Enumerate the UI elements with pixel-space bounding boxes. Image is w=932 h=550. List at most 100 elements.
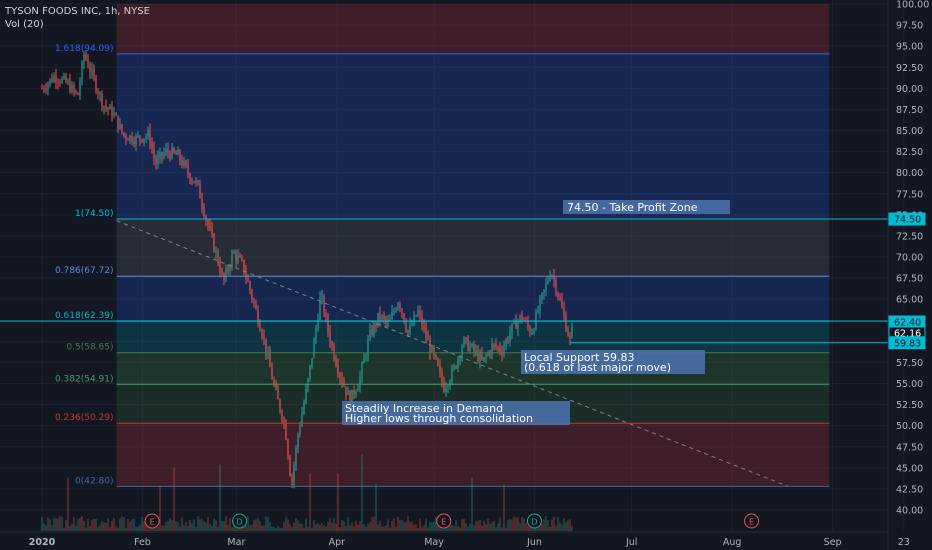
candle-body: [111, 106, 113, 117]
volume-bar: [215, 520, 217, 531]
volume-bar: [251, 524, 253, 531]
volume-bar: [417, 527, 419, 531]
volume-bar: [165, 521, 167, 531]
candle-body: [377, 312, 379, 326]
volume-bar: [259, 521, 261, 531]
candle-body: [329, 331, 331, 344]
volume-bar: [345, 526, 347, 531]
candle-body: [323, 295, 325, 315]
volume-bar: [325, 526, 327, 531]
volume-bar: [123, 517, 125, 531]
volume-bar: [541, 523, 543, 531]
volume-bar: [403, 522, 405, 531]
fib-label-0.382: 0.382(54.91): [55, 374, 114, 384]
candle-body: [517, 320, 519, 329]
candle-body: [475, 350, 477, 352]
candle-body: [109, 106, 111, 110]
event-letter: D: [531, 518, 537, 527]
volume-bar: [411, 522, 413, 531]
volume-bar: [111, 520, 113, 531]
candle-body: [123, 132, 125, 136]
candle-body: [371, 329, 373, 335]
volume-bar: [295, 517, 297, 531]
price-tick-label: 70.00: [896, 253, 923, 264]
annotations: 74.50 - Take Profit Zone Local Support 59…: [342, 200, 730, 425]
event-marker-earnings-4[interactable]: E: [744, 513, 760, 529]
candle-body: [183, 161, 185, 166]
candle-body: [61, 78, 63, 83]
candle-body: [253, 299, 255, 304]
candle-body: [177, 150, 179, 155]
candle-body: [375, 323, 377, 326]
candle-body: [181, 160, 183, 166]
time-axis[interactable]: 2020 Feb Mar Apr May Jun Jul Aug Sep 23: [0, 531, 910, 548]
candle-body: [367, 339, 369, 356]
candle-body: [537, 311, 539, 312]
candle-body: [195, 180, 197, 183]
candle-body: [345, 386, 347, 395]
volume-bar: [459, 527, 461, 531]
candle-body: [435, 354, 437, 359]
event-marker-earnings-0[interactable]: E: [144, 513, 160, 529]
support-box: [521, 350, 705, 374]
candle-body: [229, 266, 231, 271]
volume-bar: [493, 520, 495, 531]
candle-body: [43, 88, 45, 90]
volume-bar: [159, 485, 161, 531]
candle-body: [423, 326, 425, 328]
candle-body: [289, 457, 291, 476]
volume-bar: [59, 516, 61, 531]
volume-bar: [237, 526, 239, 531]
candle-body: [131, 135, 133, 143]
candle-body: [143, 138, 145, 142]
candle-body: [533, 329, 535, 334]
candle-body: [99, 93, 101, 95]
volume-bar: [119, 518, 121, 531]
volume-bar: [193, 519, 195, 531]
take-profit-box: [563, 200, 730, 214]
event-marker-earnings-2[interactable]: E: [436, 513, 452, 529]
event-marker-dividend-1[interactable]: D: [232, 513, 248, 529]
volume-bar: [563, 518, 565, 531]
candle-body: [437, 358, 439, 366]
candle-body: [443, 382, 445, 393]
volume-bar: [369, 522, 371, 531]
candle-body: [255, 303, 257, 310]
volume-bar: [63, 527, 65, 531]
volume-bar: [301, 523, 303, 531]
event-marker-dividend-3[interactable]: D: [526, 513, 542, 529]
candle-body: [221, 272, 223, 274]
event-circle: [436, 513, 452, 529]
volume-bar: [253, 520, 255, 531]
candle-body: [117, 115, 119, 129]
candles[interactable]: [41, 51, 573, 489]
candle-body: [251, 290, 253, 300]
price-tick-label: 87.50: [896, 105, 923, 116]
volume-bar: [45, 525, 47, 531]
candle-body: [383, 315, 385, 319]
candle-body: [163, 152, 165, 157]
volume-bar: [489, 523, 491, 531]
volume-bar: [155, 524, 157, 531]
price-axis[interactable]: 100.00 97.50 95.00 92.50 90.00 87.50 85.00 82.5…: [887, 0, 929, 550]
time-tick-label: Mar: [227, 537, 245, 548]
volume-bar: [407, 516, 409, 531]
volume-bar: [327, 521, 329, 531]
price-tag-label: 74.50: [894, 215, 921, 226]
volume-bar: [321, 523, 323, 531]
volume-bar: [203, 521, 205, 531]
candle-body: [295, 447, 297, 466]
candle-body: [53, 75, 55, 82]
candle-body: [225, 269, 227, 280]
price-tick-label: 55.00: [896, 379, 923, 390]
volume-bar: [41, 516, 43, 531]
event-circle: [744, 513, 760, 529]
price-tick-label: 85.00: [896, 126, 923, 137]
volume-bar: [73, 517, 75, 531]
candle-body: [165, 148, 167, 153]
time-tick-label: 23: [898, 537, 910, 548]
candle-body: [175, 152, 177, 155]
volume-bar: [323, 525, 325, 531]
